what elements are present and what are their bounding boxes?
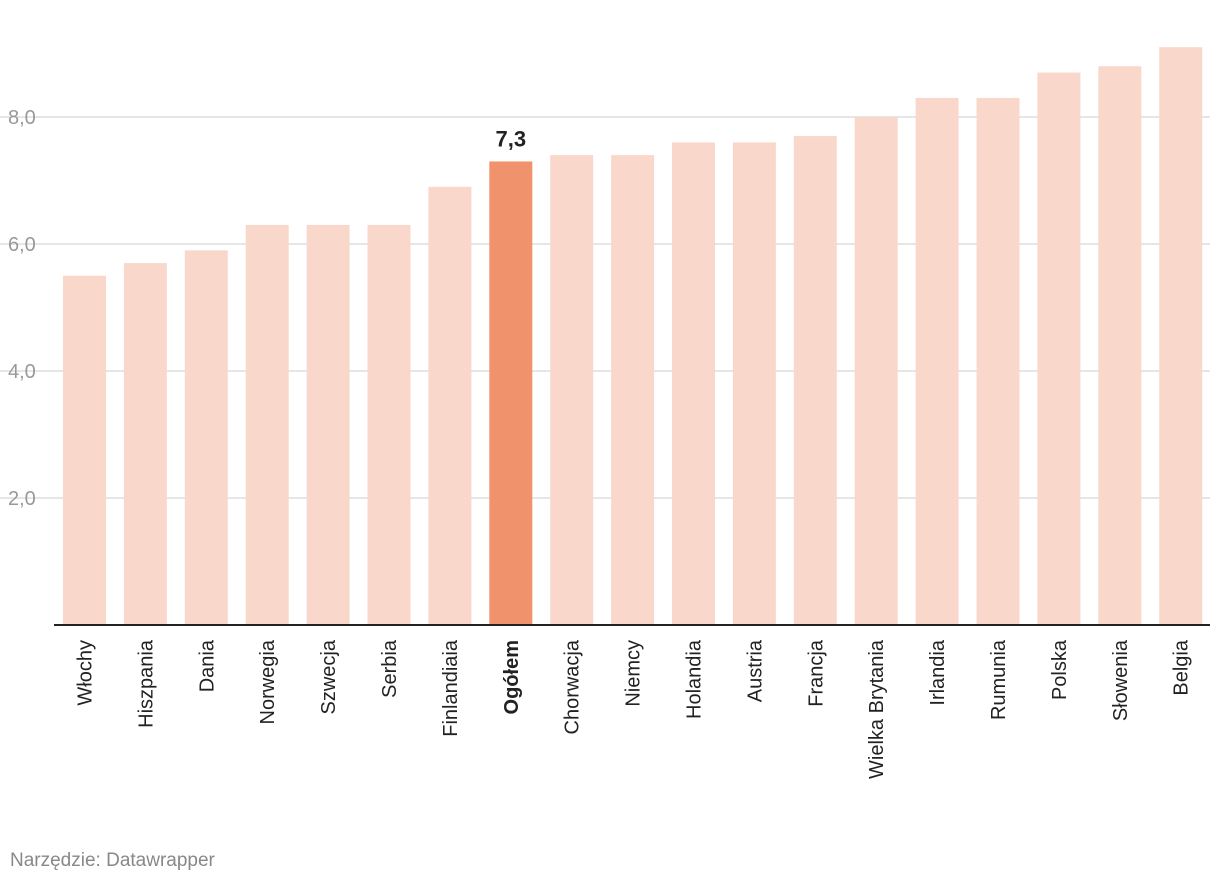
x-tick-label: Francja <box>805 639 827 707</box>
bar <box>367 224 411 625</box>
x-tick-label: Niemcy <box>623 640 645 707</box>
x-tick-label: Ogółem <box>501 640 523 714</box>
y-tick-label: 2,0 <box>8 488 36 510</box>
bar <box>306 224 350 625</box>
x-tick-label: Rumunia <box>988 639 1010 720</box>
gridlines <box>0 116 1210 499</box>
bar <box>550 155 594 625</box>
x-tick-label: Wielka Brytania <box>866 639 888 779</box>
bar <box>611 155 655 625</box>
y-tick-label: 4,0 <box>8 361 36 383</box>
x-tick-label: Chorwacja <box>562 639 584 734</box>
x-tick-label: Norwegia <box>257 639 279 724</box>
x-tick-label: Belgia <box>1171 639 1193 695</box>
x-tick-label: Irlandia <box>927 639 949 705</box>
x-tick-label: Dania <box>196 639 218 692</box>
bar <box>915 97 959 625</box>
x-tick-label: Słowenia <box>1110 639 1132 721</box>
x-tick-label: Polska <box>1049 639 1071 700</box>
x-tick-label: Finlandiaia <box>440 639 462 737</box>
bar <box>672 142 715 625</box>
data-labels: 7,3 <box>496 126 527 151</box>
bar-value-label: 7,3 <box>496 126 527 151</box>
bar <box>428 186 472 625</box>
x-tick-label: Hiszpania <box>135 639 157 728</box>
y-axis-ticks: 2,0 4,0 6,0 8,0 <box>8 107 36 510</box>
bar <box>854 117 898 625</box>
bar <box>245 224 289 625</box>
bar <box>976 97 1020 625</box>
bar <box>732 142 776 625</box>
x-tick-label: Austria <box>744 639 766 702</box>
x-tick-label: Serbia <box>379 639 401 698</box>
y-tick-label: 8,0 <box>8 107 36 129</box>
bar <box>123 263 167 625</box>
x-tick-label: Holandia <box>684 639 706 719</box>
x-tick-label: Włochy <box>75 640 97 706</box>
bar <box>184 250 228 625</box>
bar <box>793 136 837 626</box>
bar <box>1159 47 1203 625</box>
y-tick-label: 6,0 <box>8 234 36 256</box>
bar <box>1037 72 1081 626</box>
bar <box>489 161 533 625</box>
x-axis-ticks: Włochy Hiszpania Dania Norwegia Szwecja Serbi… <box>75 639 1193 779</box>
bar <box>63 275 106 625</box>
footer-credit: Narzędzie: Datawrapper <box>10 850 215 871</box>
x-tick-label: Szwecja <box>318 639 340 714</box>
bar <box>1098 66 1142 625</box>
bars <box>63 47 1203 626</box>
